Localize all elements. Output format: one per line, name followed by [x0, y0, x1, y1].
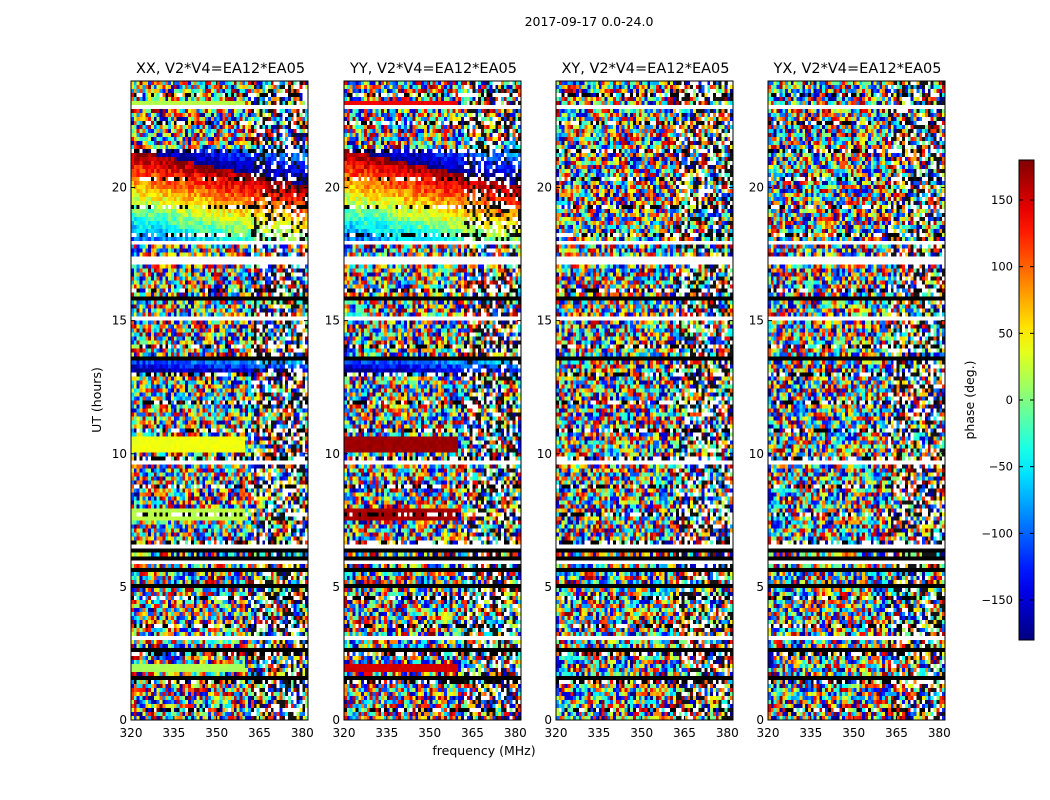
panel-4: YX, V2*V4=EA12*EA05 320 335 350 365 380 0 5 10 15… [749, 61, 951, 740]
panel-title: YY, V2*V4=EA12*EA05 [349, 61, 517, 77]
x-tick-label: 335 [799, 726, 822, 740]
y-tick-label: 5 [544, 580, 552, 594]
y-tick-label: 15 [749, 314, 764, 328]
colorbar-label: phase (deg.) [962, 361, 977, 440]
x-tick-label: 380 [504, 726, 527, 740]
y-tick-label: 5 [756, 580, 764, 594]
y-tick-label: 0 [332, 713, 340, 727]
y-tick-label: 15 [537, 314, 552, 328]
x-tick-label: 350 [630, 726, 653, 740]
y-tick-label: 20 [325, 181, 340, 195]
phase-heatmap [131, 81, 308, 720]
figure-title: 2017-09-17 0.0-24.0 [525, 14, 654, 29]
panel-2: YY, V2*V4=EA12*EA05 320 335 350 365 380 0 5 10 15… [325, 61, 527, 740]
y-tick-label: 10 [749, 447, 764, 461]
panel-frame [343, 80, 522, 721]
x-tick-label: 320 [757, 726, 780, 740]
y-tick-label: 15 [325, 314, 340, 328]
y-tick-label: 10 [112, 447, 127, 461]
x-tick-label: 350 [842, 726, 865, 740]
x-tick-label: 380 [291, 726, 314, 740]
colorbar-tick-label: −100 [981, 526, 1013, 540]
y-tick-label: 20 [749, 181, 764, 195]
y-tick-label: 5 [119, 580, 127, 594]
x-tick-label: 365 [673, 726, 696, 740]
x-tick-label: 335 [375, 726, 398, 740]
x-tick-label: 320 [120, 726, 143, 740]
colorbar-tick-label: 50 [998, 326, 1013, 340]
x-tick-label: 365 [248, 726, 271, 740]
panel-title: XY, V2*V4=EA12*EA05 [561, 61, 729, 77]
phase-heatmap [344, 81, 521, 720]
colorbar: −150 −100 −50 0 50 100 150 [981, 159, 1035, 641]
y-axis-label: UT (hours) [89, 367, 104, 433]
colorbar-tick-label: −50 [989, 460, 1013, 474]
y-tick-label: 0 [756, 713, 764, 727]
x-tick-label: 380 [928, 726, 951, 740]
colorbar-tick-label: 150 [991, 193, 1013, 207]
phase-heatmap [556, 81, 733, 720]
x-tick-label: 365 [885, 726, 908, 740]
y-tick-label: 20 [112, 181, 127, 195]
panel-frame [130, 80, 309, 721]
y-tick-label: 10 [325, 447, 340, 461]
y-tick-label: 5 [332, 580, 340, 594]
panel-title: XX, V2*V4=EA12*EA05 [136, 61, 305, 77]
x-tick-label: 350 [418, 726, 441, 740]
panel-frame [767, 80, 946, 721]
y-tick-label: 15 [112, 314, 127, 328]
x-tick-label: 350 [205, 726, 228, 740]
panel-1: XX, V2*V4=EA12*EA05 320 335 350 365 380 0 5 10 15… [112, 61, 314, 740]
colorbar-tick-label: −150 [981, 593, 1013, 607]
colorbar-tick-label: 100 [991, 260, 1013, 274]
x-tick-label: 365 [461, 726, 484, 740]
colorbar-tick-label: 0 [1006, 393, 1013, 407]
x-tick-label: 335 [162, 726, 185, 740]
y-tick-label: 20 [537, 181, 552, 195]
x-tick-label: 335 [587, 726, 610, 740]
panel-frame [555, 80, 734, 721]
panel-title: YX, V2*V4=EA12*EA05 [772, 61, 941, 77]
x-axis-label: frequency (MHz) [432, 743, 535, 758]
phase-heatmap [768, 81, 945, 720]
y-tick-label: 0 [119, 713, 127, 727]
x-tick-label: 320 [333, 726, 356, 740]
x-tick-label: 320 [545, 726, 568, 740]
panel-3: XY, V2*V4=EA12*EA05 320 335 350 365 380 0 5 10 15… [537, 61, 739, 740]
y-tick-label: 10 [537, 447, 552, 461]
x-tick-label: 380 [716, 726, 739, 740]
y-tick-label: 0 [544, 713, 552, 727]
